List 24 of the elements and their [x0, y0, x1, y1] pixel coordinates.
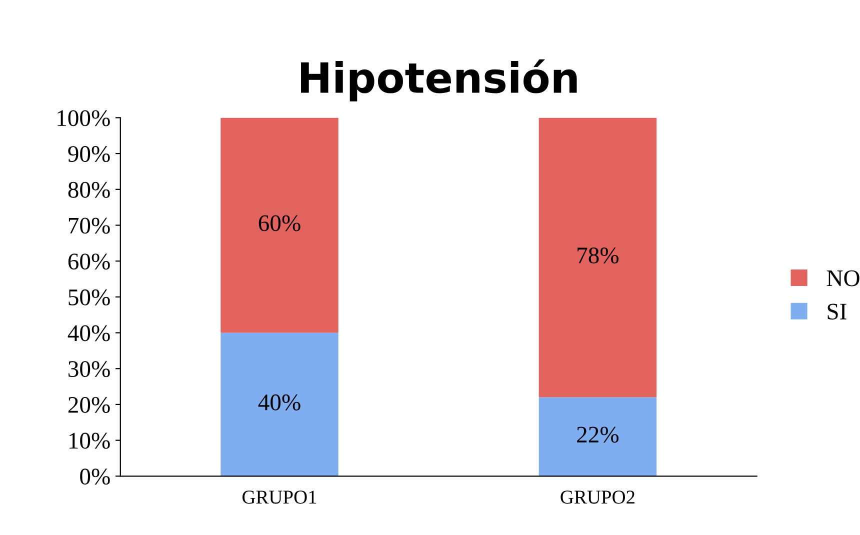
y-tick-label: 90% — [68, 146, 110, 162]
data-label: 60% — [258, 215, 300, 232]
bar — [538, 118, 657, 398]
x-tick-label: GRUPO2 — [560, 490, 634, 504]
y-tick-label: 10% — [69, 432, 110, 449]
data-label: 78% — [578, 247, 619, 264]
y-tick-label: 100% — [58, 110, 110, 126]
bar — [220, 332, 338, 476]
legend-label: SI — [828, 304, 846, 320]
y-tick-label: 60% — [68, 254, 110, 270]
chart-title: Hipotensión — [301, 59, 577, 102]
bar — [220, 118, 338, 333]
data-label: 40% — [258, 394, 300, 410]
y-tick-label: 50% — [68, 289, 110, 306]
y-tick-label: 0% — [80, 468, 110, 485]
y-tick-label: 40% — [68, 325, 110, 342]
data-label: 22% — [577, 426, 619, 443]
x-tick-label: GRUPO1 — [242, 490, 316, 504]
y-tick-label: 80% — [68, 182, 110, 198]
y-tick-label: 30% — [68, 361, 110, 378]
legend-label: NO — [826, 270, 860, 286]
bar — [538, 397, 657, 476]
y-tick-label: 70% — [68, 218, 110, 234]
y-tick-label: 20% — [68, 396, 110, 413]
